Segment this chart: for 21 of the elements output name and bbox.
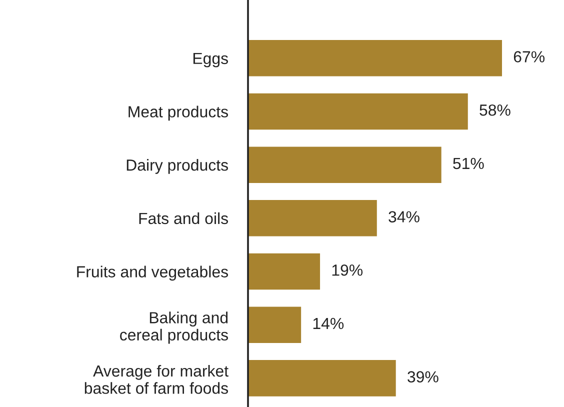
bar: [248, 93, 468, 130]
bar: [248, 306, 302, 343]
data-label: 51%: [453, 158, 484, 170]
y-tick-label: Baking and cereal products: [120, 312, 228, 344]
y-tick-label: Meat products: [128, 106, 228, 121]
y-tick-label: Fruits and vegetables: [77, 266, 228, 281]
data-label: 19%: [332, 264, 363, 276]
bar: [248, 200, 377, 236]
data-label: 39%: [408, 371, 438, 382]
y-tick-label: Fats and oils: [139, 212, 228, 224]
y-tick-label: Eggs: [193, 52, 228, 68]
data-label: 67%: [514, 51, 545, 62]
bar: [248, 360, 396, 396]
data-label: 14%: [313, 318, 344, 330]
data-label: 58%: [480, 104, 510, 116]
y-tick-label: Dairy products: [126, 159, 228, 174]
bar: [248, 146, 442, 183]
bar: [248, 253, 320, 290]
y-tick-label: Average for market basket of farm foods: [84, 364, 228, 394]
data-label: 34%: [388, 211, 420, 222]
bar: [248, 40, 502, 76]
